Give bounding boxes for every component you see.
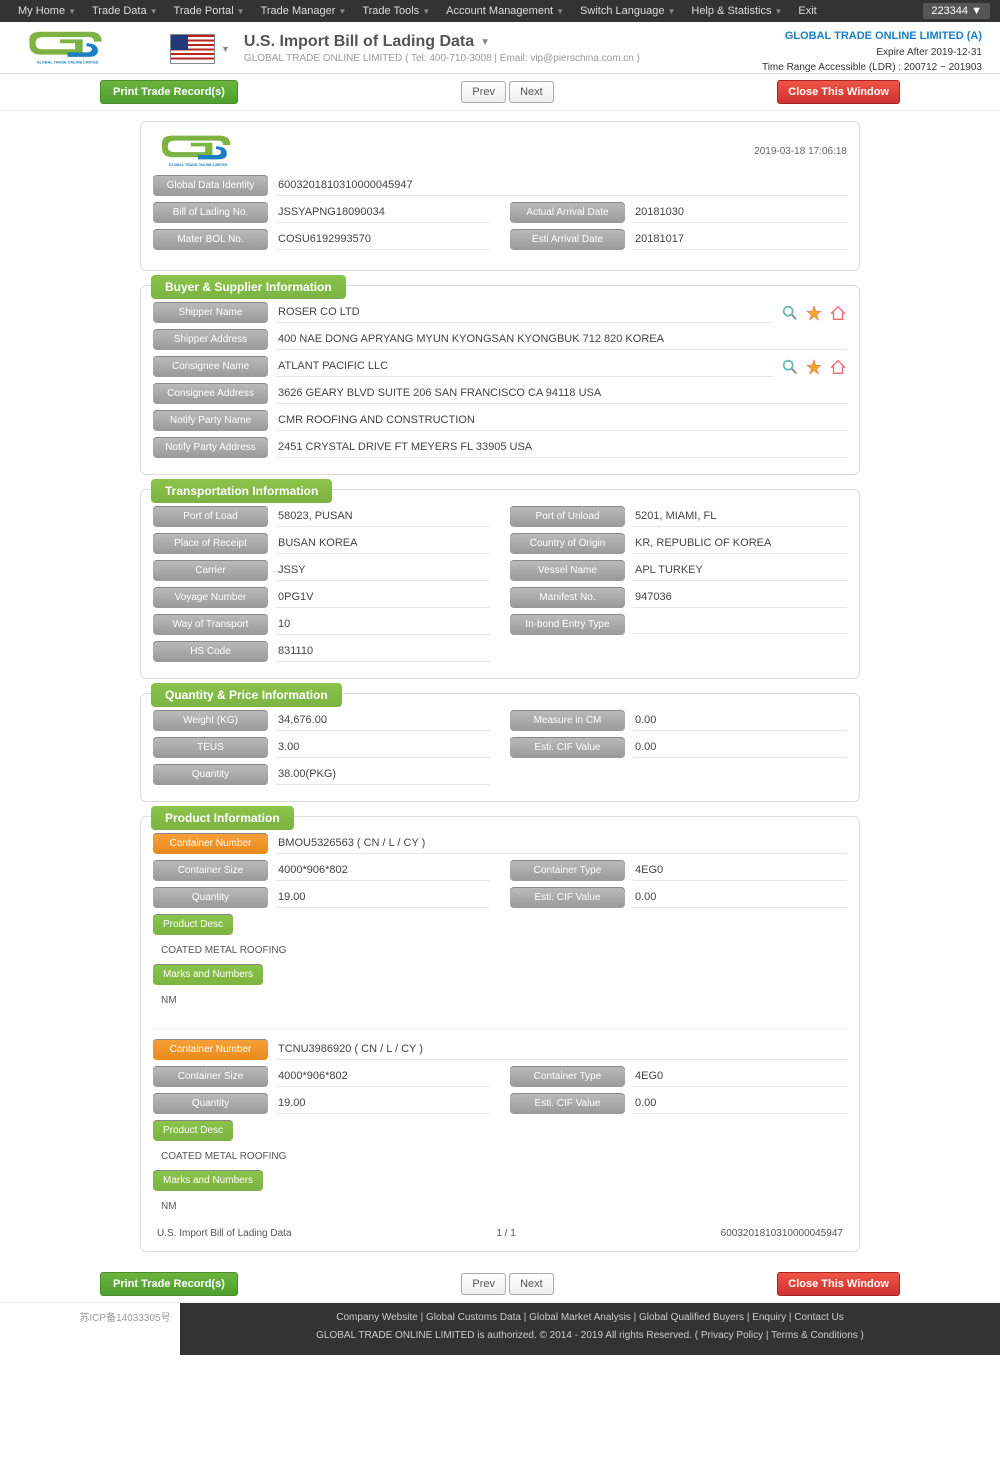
buyer-supplier-panel: Buyer & Supplier Information Shipper Nam… <box>140 285 860 475</box>
transport-panel: Transportation Information Port of Load5… <box>140 489 860 679</box>
value-marks: NM <box>153 991 847 1014</box>
record-footer: U.S. Import Bill of Lading Data 1 / 1 60… <box>153 1220 847 1241</box>
top-nav: My Home▼ Trade Data▼ Trade Portal▼ Trade… <box>0 0 1000 22</box>
logo: GLOBAL TRADE ONLINE LIMITED <box>20 28 140 69</box>
page-footer: Company Website | Global Customs Data | … <box>180 1303 1000 1355</box>
section-title-buyer: Buyer & Supplier Information <box>151 275 346 299</box>
value-shipper-name: ROSER CO LTD <box>276 303 773 323</box>
header-right-info: GLOBAL TRADE ONLINE LIMITED (A) Expire A… <box>762 28 982 75</box>
home-icon[interactable] <box>829 304 847 322</box>
svg-text:GLOBAL TRADE ONLINE LIMITED: GLOBAL TRADE ONLINE LIMITED <box>169 163 228 167</box>
search-icon[interactable] <box>781 304 799 322</box>
value-container-num: TCNU3986920 ( CN / L / CY ) <box>276 1040 847 1060</box>
label-product-desc: Product Desc <box>153 914 233 935</box>
star-icon[interactable] <box>805 304 823 322</box>
button-bar-top: Print Trade Record(s) Prev Next Close Th… <box>0 74 1000 111</box>
value-consignee-addr: 3626 GEARY BLVD SUITE 206 SAN FRANCISCO … <box>276 384 847 404</box>
identity-panel: GLOBAL TRADE ONLINE LIMITED 2019-03-18 1… <box>140 121 860 271</box>
nav-trade-tools[interactable]: Trade Tools▼ <box>354 5 438 17</box>
label-marks: Marks and Numbers <box>153 1170 263 1191</box>
label-container-num: Container Number <box>153 833 268 854</box>
label-consignee-addr: Consignee Address <box>153 383 268 404</box>
nav-exit[interactable]: Exit <box>790 5 824 17</box>
label-bol: Bill of Lading No. <box>153 202 268 223</box>
nav-language[interactable]: Switch Language▼ <box>572 5 683 17</box>
prev-button[interactable]: Prev <box>461 81 506 103</box>
page-title: U.S. Import Bill of Lading Data ▼ <box>244 33 640 51</box>
close-button-bottom[interactable]: Close This Window <box>777 1272 900 1296</box>
label-notify-name: Notify Party Name <box>153 410 268 431</box>
label-gdi: Global Data Identity <box>153 175 268 196</box>
product-panel: Product Information Container NumberBMOU… <box>140 816 860 1252</box>
nav-my-home[interactable]: My Home▼ <box>10 5 84 17</box>
section-title-transport: Transportation Information <box>151 479 332 503</box>
footer-copyright: GLOBAL TRADE ONLINE LIMITED is authorize… <box>180 1327 1000 1345</box>
label-mater-bol: Mater BOL No. <box>153 229 268 250</box>
value-notify-name: CMR ROOFING AND CONSTRUCTION <box>276 411 847 431</box>
value-marks: NM <box>153 1197 847 1220</box>
star-icon[interactable] <box>805 358 823 376</box>
print-button[interactable]: Print Trade Record(s) <box>100 80 238 104</box>
next-button-bottom[interactable]: Next <box>509 1273 554 1295</box>
label-product-desc: Product Desc <box>153 1120 233 1141</box>
label-shipper-addr: Shipper Address <box>153 329 268 350</box>
label-container-num: Container Number <box>153 1039 268 1060</box>
icp-text: 苏ICP备14033305号 <box>9 1309 170 1324</box>
value-product-desc: COATED METAL ROOFING <box>153 1147 847 1170</box>
nav-trade-manager[interactable]: Trade Manager▼ <box>253 5 355 17</box>
page-header: GLOBAL TRADE ONLINE LIMITED ▼ U.S. Impor… <box>0 22 1000 74</box>
value-bol: JSSYAPNG18090034 <box>276 203 490 223</box>
page-subtitle: GLOBAL TRADE ONLINE LIMITED ( Tel: 400-7… <box>244 53 640 64</box>
next-button[interactable]: Next <box>509 81 554 103</box>
button-bar-bottom: Print Trade Record(s) Prev Next Close Th… <box>0 1266 1000 1303</box>
print-button-bottom[interactable]: Print Trade Record(s) <box>100 1272 238 1296</box>
nav-help[interactable]: Help & Statistics▼ <box>683 5 790 17</box>
timestamp: 2019-03-18 17:06:18 <box>754 146 847 157</box>
value-consignee-name: ATLANT PACIFIC LLC <box>276 357 773 377</box>
panel-logo: GLOBAL TRADE ONLINE LIMITED <box>153 132 243 171</box>
label-shipper-name: Shipper Name <box>153 302 268 323</box>
home-icon[interactable] <box>829 358 847 376</box>
value-shipper-addr: 400 NAE DONG APRYANG MYUN KYONGSAN KYONG… <box>276 330 847 350</box>
value-mater-bol: COSU6192993570 <box>276 230 490 250</box>
search-icon[interactable] <box>781 358 799 376</box>
value-notify-addr: 2451 CRYSTAL DRIVE FT MEYERS FL 33905 US… <box>276 438 847 458</box>
label-esti-arrival: Esti Arrival Date <box>510 229 625 250</box>
nav-trade-portal[interactable]: Trade Portal▼ <box>166 5 253 17</box>
prev-button-bottom[interactable]: Prev <box>461 1273 506 1295</box>
label-marks: Marks and Numbers <box>153 964 263 985</box>
value-esti-arrival: 20181017 <box>633 230 847 250</box>
section-title-quantity: Quantity & Price Information <box>151 683 342 707</box>
nav-account-mgmt[interactable]: Account Management▼ <box>438 5 572 17</box>
flag-caret-icon[interactable]: ▼ <box>221 44 230 54</box>
nav-account[interactable]: 223344 ▼ <box>923 3 990 19</box>
section-title-product: Product Information <box>151 806 294 830</box>
label-actual-arrival: Actual Arrival Date <box>510 202 625 223</box>
content: GLOBAL TRADE ONLINE LIMITED 2019-03-18 1… <box>140 121 860 1252</box>
quantity-panel: Quantity & Price Information Weight (KG)… <box>140 693 860 802</box>
flag-icon <box>170 34 215 64</box>
value-actual-arrival: 20181030 <box>633 203 847 223</box>
label-notify-addr: Notify Party Address <box>153 437 268 458</box>
svg-text:GLOBAL TRADE ONLINE LIMITED: GLOBAL TRADE ONLINE LIMITED <box>37 61 99 65</box>
close-button[interactable]: Close This Window <box>777 80 900 104</box>
value-gdi: 6003201810310000045947 <box>276 176 847 196</box>
value-container-num: BMOU5326563 ( CN / L / CY ) <box>276 834 847 854</box>
nav-trade-data[interactable]: Trade Data▼ <box>84 5 166 17</box>
footer-links[interactable]: Company Website | Global Customs Data | … <box>180 1309 1000 1327</box>
value-product-desc: COATED METAL ROOFING <box>153 941 847 964</box>
label-consignee-name: Consignee Name <box>153 356 268 377</box>
